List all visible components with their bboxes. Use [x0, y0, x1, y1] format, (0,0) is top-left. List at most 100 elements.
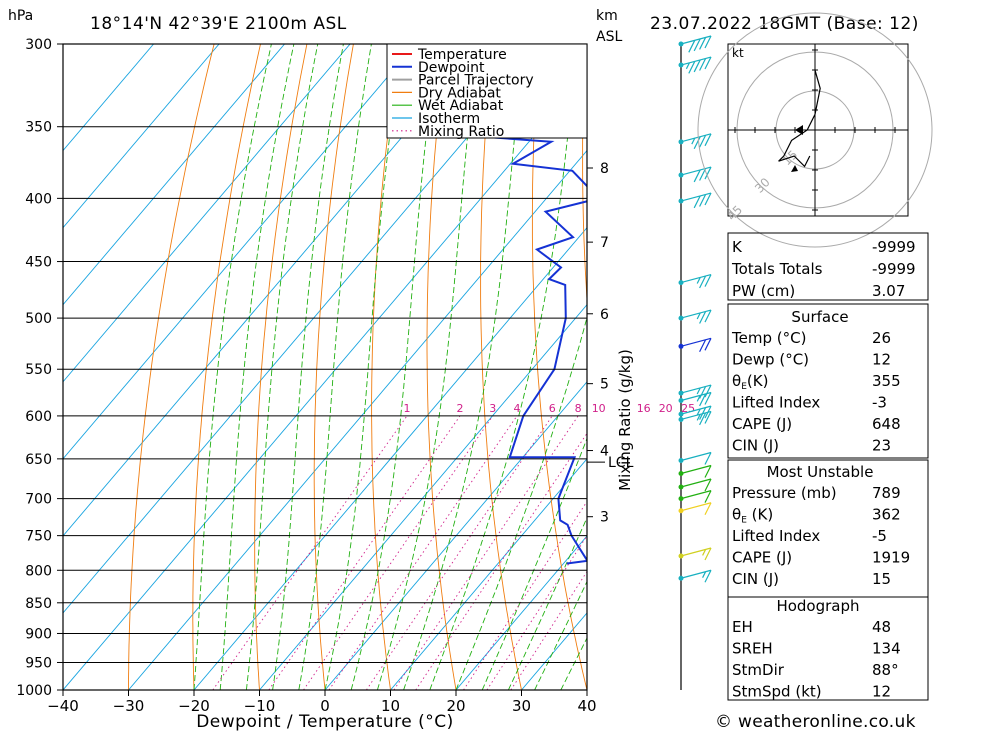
index-label: CAPE (J) — [732, 549, 792, 567]
index-value: 48 — [872, 618, 891, 636]
index-label: Dewp (°C) — [732, 351, 809, 369]
wind-barb — [678, 502, 712, 516]
isotherm-line — [63, 44, 220, 229]
wind-barb-feather — [704, 56, 712, 70]
dry-adiabat-line — [582, 44, 587, 306]
wind-barb-shaft — [680, 133, 712, 143]
location-title: 18°14'N 42°39'E 2100m ASL — [90, 14, 347, 34]
wind-barb-half-feather — [702, 571, 707, 578]
pressure-label: 850 — [25, 596, 52, 612]
index-value: 88° — [872, 661, 899, 679]
wind-barb-feather — [699, 412, 707, 426]
wind-barb — [678, 451, 712, 465]
pressure-label: 1000 — [16, 683, 52, 699]
wind-barb-shaft — [680, 478, 712, 488]
storm-motion-marker — [795, 125, 803, 135]
index-value: 648 — [872, 415, 901, 433]
mixing-ratio-label: 4 — [514, 402, 521, 415]
dry-adiabat-line — [911, 44, 1000, 690]
temperature-tick-label: −40 — [47, 697, 79, 715]
legend-label: Dewpoint — [418, 60, 485, 76]
index-label: EH — [732, 618, 753, 636]
index-value: -9999 — [872, 260, 916, 278]
index-value: 12 — [872, 683, 891, 701]
wet-adiabat-line — [534, 580, 587, 690]
temperature-tick-label: 40 — [577, 697, 596, 715]
pressure-label: 300 — [25, 37, 52, 53]
km-label: 5 — [600, 377, 609, 393]
wet-adiabat-line — [245, 44, 319, 690]
index-value: 12 — [872, 351, 891, 369]
wind-barb-feather — [688, 40, 696, 53]
wind-barb-feather — [693, 169, 701, 183]
legend-label: Mixing Ratio — [418, 124, 504, 140]
wind-barb-half-feather — [696, 312, 701, 320]
mixing-ratio-axis-title: Mixing Ratio (g/kg) — [616, 349, 634, 491]
wind-barb-feather — [699, 37, 707, 50]
isotherm-line — [193, 226, 587, 690]
wind-barb-feather — [693, 38, 701, 52]
wind-barb — [678, 478, 712, 492]
isotherm-line — [128, 149, 587, 690]
index-label: CIN (J) — [732, 437, 779, 455]
index-label: Pressure (mb) — [732, 484, 837, 502]
wind-barb-feather — [693, 136, 701, 149]
hodograph-stats-box — [727, 596, 929, 701]
wet-adiabat-line — [403, 44, 525, 690]
index-label: PW (cm) — [732, 282, 795, 300]
temperature-tick-label: −30 — [113, 697, 145, 715]
mixing-ratio-line — [328, 415, 518, 690]
wind-barb-shaft — [680, 274, 712, 284]
mixing-ratio-line — [268, 415, 461, 690]
wind-barb-half-feather — [696, 395, 701, 402]
isotherm-line — [63, 44, 351, 383]
wind-barb — [678, 410, 712, 426]
indices-top-box — [727, 232, 929, 301]
wind-barb-shaft — [680, 569, 712, 579]
wet-adiabat-line — [298, 44, 372, 690]
legend-label: Parcel Trajectory — [418, 73, 534, 89]
wind-barb-feather — [704, 411, 712, 424]
index-label: CAPE (J) — [732, 415, 792, 433]
wind-barb-shaft — [680, 502, 712, 512]
dry-adiabat-line — [426, 44, 457, 690]
wind-barb — [678, 464, 712, 478]
temperature-tick-label: 20 — [446, 697, 465, 715]
wind-barb — [678, 192, 712, 209]
wind-barb-feather — [699, 275, 707, 289]
dry-adiabat-line — [631, 44, 718, 690]
wind-barb-half-feather — [696, 387, 701, 395]
isotherm-line — [63, 72, 587, 690]
legend-box — [386, 43, 588, 139]
wind-barb — [678, 166, 712, 183]
mixing-ratio-label: 2 — [457, 402, 464, 415]
isotherm-line — [455, 535, 587, 690]
pressure-label: 550 — [25, 362, 52, 378]
mixing-ratio-label: 6 — [549, 402, 556, 415]
pressure-label: 400 — [25, 191, 52, 207]
index-value: 23 — [872, 437, 891, 455]
wind-barb-feather — [704, 274, 712, 287]
mixing-ratio-label: 8 — [575, 402, 582, 415]
mixing-ratio-line — [303, 415, 494, 690]
wind-barb-shaft — [680, 464, 712, 475]
parcel-trajectory-curve — [648, 157, 722, 564]
wind-barb — [678, 547, 712, 561]
legend-label: Wet Adiabat — [418, 98, 504, 114]
km-label: 8 — [600, 161, 609, 177]
index-label: θE (K) — [732, 506, 773, 526]
wind-barb-shaft — [680, 547, 712, 557]
wind-barb-feather — [699, 168, 707, 181]
x-axis-title: Dewpoint / Temperature (°C) — [196, 712, 454, 732]
pressure-label: 350 — [25, 120, 52, 136]
index-value: 15 — [872, 570, 891, 588]
index-label: θE(K) — [732, 372, 768, 392]
pressure-unit-label: hPa — [8, 8, 33, 24]
copyright-text: © weatheronline.co.uk — [715, 712, 916, 732]
wet-adiabat-line — [324, 44, 403, 690]
pressure-label: 500 — [25, 311, 52, 327]
hodograph-ring — [697, 12, 933, 248]
wind-barb-feather — [704, 35, 712, 49]
wind-barb-feather — [704, 547, 712, 561]
